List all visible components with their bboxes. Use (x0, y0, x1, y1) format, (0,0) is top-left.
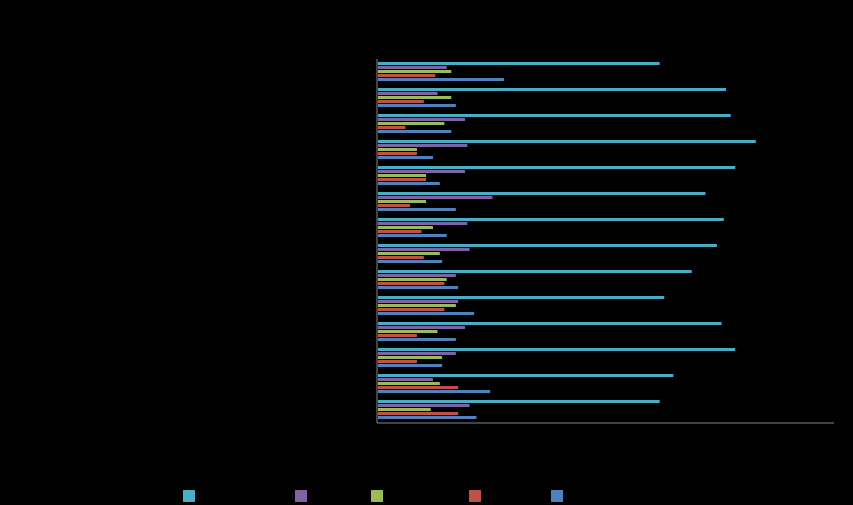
bar-series2-group3 (378, 118, 466, 121)
bar-series1-group9 (378, 270, 692, 273)
bar-series2-group9 (378, 274, 456, 277)
bar-series2-group4 (378, 144, 468, 147)
legend-swatch-series3 (371, 490, 383, 502)
bar-series1-group12 (378, 348, 736, 351)
bar-series4-group1 (378, 74, 436, 77)
bar-series4-group11 (378, 334, 417, 337)
bar-series2-group5 (378, 170, 466, 173)
bar-series5-group5 (378, 182, 440, 185)
bar-series3-group9 (378, 278, 447, 281)
bar-series1-group4 (378, 140, 756, 143)
bar-series3-group10 (378, 304, 456, 307)
bar-series2-group11 (378, 326, 466, 329)
bar-series1-group3 (378, 114, 731, 117)
bar-series3-group3 (378, 122, 445, 125)
bar-series2-group2 (378, 92, 438, 95)
bar-series5-group11 (378, 338, 456, 341)
bar-series2-group13 (378, 378, 433, 381)
bar-series5-group10 (378, 312, 475, 315)
bar-series5-group3 (378, 130, 452, 133)
bar-series5-group9 (378, 286, 459, 289)
bar-series2-group14 (378, 404, 470, 407)
bar-series5-group14 (378, 416, 477, 419)
bar-series4-group12 (378, 360, 417, 363)
bar-series3-group5 (378, 174, 427, 177)
bar-series4-group9 (378, 282, 445, 285)
bar-series1-group6 (378, 192, 706, 195)
bar-series3-group1 (378, 70, 452, 73)
legend-swatch-series5 (551, 490, 563, 502)
bar-series1-group13 (378, 374, 674, 377)
bar-series5-group2 (378, 104, 456, 107)
bar-series4-group10 (378, 308, 445, 311)
bar-series5-group4 (378, 156, 433, 159)
bar-series1-group14 (378, 400, 660, 403)
bar-series3-group11 (378, 330, 438, 333)
bar-series5-group7 (378, 234, 447, 237)
legend-swatch-series2 (295, 490, 307, 502)
bar-series4-group5 (378, 178, 427, 181)
bar-series1-group8 (378, 244, 717, 247)
bar-series1-group11 (378, 322, 722, 325)
bar-series4-group2 (378, 100, 424, 103)
bar-series2-group1 (378, 66, 447, 69)
bar-series2-group8 (378, 248, 470, 251)
bar-series3-group2 (378, 96, 452, 99)
bar-series4-group7 (378, 230, 422, 233)
bar-series5-group6 (378, 208, 456, 211)
bar-series2-group12 (378, 352, 456, 355)
bar-series2-group10 (378, 300, 459, 303)
bar-series4-group4 (378, 152, 417, 155)
bar-series3-group14 (378, 408, 431, 411)
bar-series1-group2 (378, 88, 727, 91)
bars-group (378, 62, 756, 419)
bar-series5-group12 (378, 364, 443, 367)
bar-series3-group6 (378, 200, 427, 203)
legend-swatch-series1 (183, 490, 195, 502)
bar-series5-group13 (378, 390, 491, 393)
bar-series2-group7 (378, 222, 468, 225)
bar-series3-group13 (378, 382, 440, 385)
bar-series5-group8 (378, 260, 443, 263)
bar-series2-group6 (378, 196, 493, 199)
bar-series1-group7 (378, 218, 724, 221)
legend-swatch-series4 (469, 490, 481, 502)
bar-series4-group13 (378, 386, 459, 389)
bar-series4-group14 (378, 412, 459, 415)
bar-series3-group12 (378, 356, 443, 359)
bar-series4-group3 (378, 126, 406, 129)
bar-series1-group10 (378, 296, 665, 299)
bar-series1-group1 (378, 62, 660, 65)
bar-series4-group8 (378, 256, 424, 259)
legend (183, 490, 563, 502)
bar-series3-group8 (378, 252, 440, 255)
bar-series5-group1 (378, 78, 504, 81)
bar-series4-group6 (378, 204, 411, 207)
bar-series1-group5 (378, 166, 736, 169)
bar-series3-group4 (378, 148, 417, 151)
bar-series3-group7 (378, 226, 433, 229)
